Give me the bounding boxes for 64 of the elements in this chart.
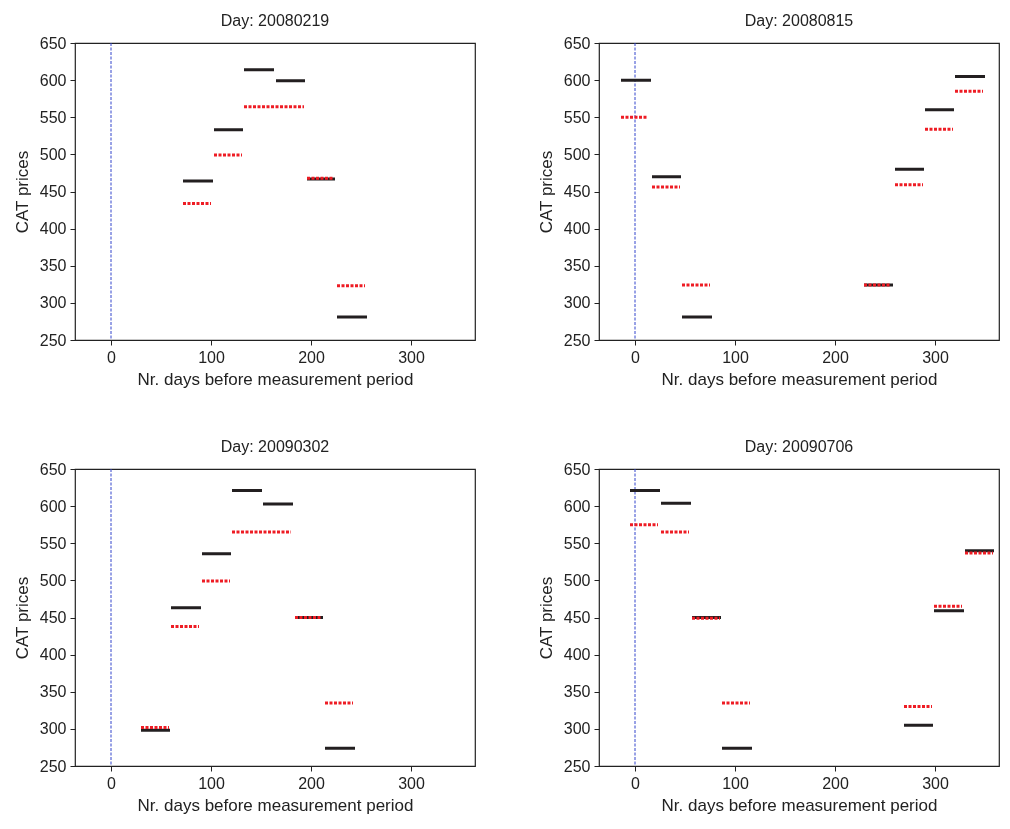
chart-title: Day: 20080219 [220,12,330,29]
x-axis-title: Nr. days before measurement period [137,795,414,815]
y-tick-label: 300 [39,720,67,738]
x-tick-label: 100 [198,348,225,366]
y-tick-label: 350 [39,257,67,275]
y-tick-label: 250 [39,331,67,349]
y-tick-label: 450 [39,183,67,200]
y-tick-label: 600 [39,497,67,515]
y-tick-label: 550 [39,108,67,126]
y-tick-label: 650 [563,34,591,52]
x-tick-label: 200 [822,348,849,366]
y-tick-label: 450 [39,609,67,626]
x-tick-label: 300 [922,348,949,366]
y-tick-label: 400 [39,646,67,664]
y-tick-label: 550 [563,108,591,126]
x-tick-label: 0 [107,348,117,366]
y-tick-label: 600 [39,71,67,89]
x-tick-label: 200 [298,774,325,792]
y-tick-label: 250 [563,331,591,349]
x-tick-label: 100 [722,348,749,366]
y-tick-label: 600 [563,497,591,515]
y-axis-title: CAT prices [12,576,32,660]
x-tick-label: 100 [198,774,225,792]
chart-title: Day: 20090706 [744,438,854,455]
y-tick-label: 650 [563,460,591,478]
y-tick-label: 250 [563,757,591,775]
y-tick-label: 650 [39,460,67,478]
y-tick-label: 350 [563,683,591,701]
y-tick-label: 500 [563,571,591,589]
y-tick-label: 400 [563,646,591,664]
x-tick-label: 200 [822,774,849,792]
y-tick-label: 500 [39,571,67,589]
y-tick-label: 350 [39,683,67,701]
y-axis-title: CAT prices [12,150,32,234]
y-tick-label: 400 [563,220,591,238]
y-tick-label: 300 [39,294,67,312]
x-tick-label: 200 [298,348,325,366]
y-tick-label: 650 [39,34,67,52]
x-tick-label: 300 [398,774,425,792]
chart-title: Day: 20090302 [220,438,330,455]
x-axis-title: Nr. days before measurement period [137,369,414,389]
y-tick-label: 550 [563,534,591,552]
y-tick-label: 450 [563,183,591,200]
y-tick-label: 350 [563,257,591,275]
y-axis-title: CAT prices [536,150,556,234]
x-tick-label: 100 [722,774,749,792]
y-tick-label: 300 [563,294,591,312]
y-tick-label: 600 [563,71,591,89]
y-tick-label: 500 [563,145,591,163]
y-tick-label: 450 [563,609,591,626]
x-tick-label: 0 [631,348,641,366]
y-axis-title: CAT prices [536,576,556,660]
chart-title: Day: 20080815 [744,12,854,29]
x-tick-label: 300 [398,348,425,366]
x-tick-label: 0 [631,774,641,792]
x-tick-label: 300 [922,774,949,792]
y-tick-label: 500 [39,145,67,163]
y-tick-label: 250 [39,757,67,775]
x-axis-title: Nr. days before measurement period [661,369,938,389]
y-tick-label: 300 [563,720,591,738]
y-tick-label: 400 [39,220,67,238]
y-tick-label: 550 [39,534,67,552]
x-axis-title: Nr. days before measurement period [661,795,938,815]
x-tick-label: 0 [107,774,117,792]
